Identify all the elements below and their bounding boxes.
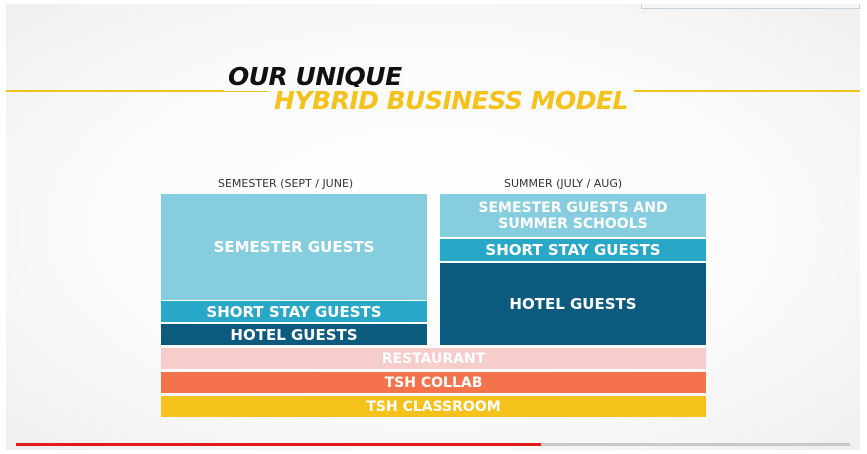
slide-title-line2: HYBRID BUSINESS MODEL — [268, 87, 634, 115]
video-progress-bar[interactable] — [16, 443, 850, 446]
summer-hotel-guests-block: HOTEL GUESTS — [440, 263, 706, 345]
slide-title-line1: OUR UNIQUE — [224, 62, 406, 91]
video-frame[interactable]: OUR UNIQUE HYBRID BUSINESS MODEL SEMESTE… — [6, 4, 860, 450]
summer-semester-guests-block: SEMESTER GUESTS AND SUMMER SCHOOLS — [440, 194, 706, 237]
semester-short-stay-block: SHORT STAY GUESTS — [161, 301, 427, 322]
tsh-collab-bar: TSH COLLAB — [161, 372, 706, 393]
restaurant-bar: RESTAURANT — [161, 348, 706, 369]
top-right-tab — [641, 4, 860, 9]
summer-short-stay-block: SHORT STAY GUESTS — [440, 239, 706, 261]
semester-hotel-guests-block: HOTEL GUESTS — [161, 324, 427, 345]
tsh-classroom-bar: TSH CLASSROOM — [161, 396, 706, 417]
summer-column-label: SUMMER (JULY / AUG) — [504, 177, 623, 190]
semester-semester-guests-block: SEMESTER GUESTS — [161, 194, 427, 300]
video-progress-fill — [16, 443, 542, 446]
semester-column-label: SEMESTER (SEPT / JUNE) — [218, 177, 354, 190]
